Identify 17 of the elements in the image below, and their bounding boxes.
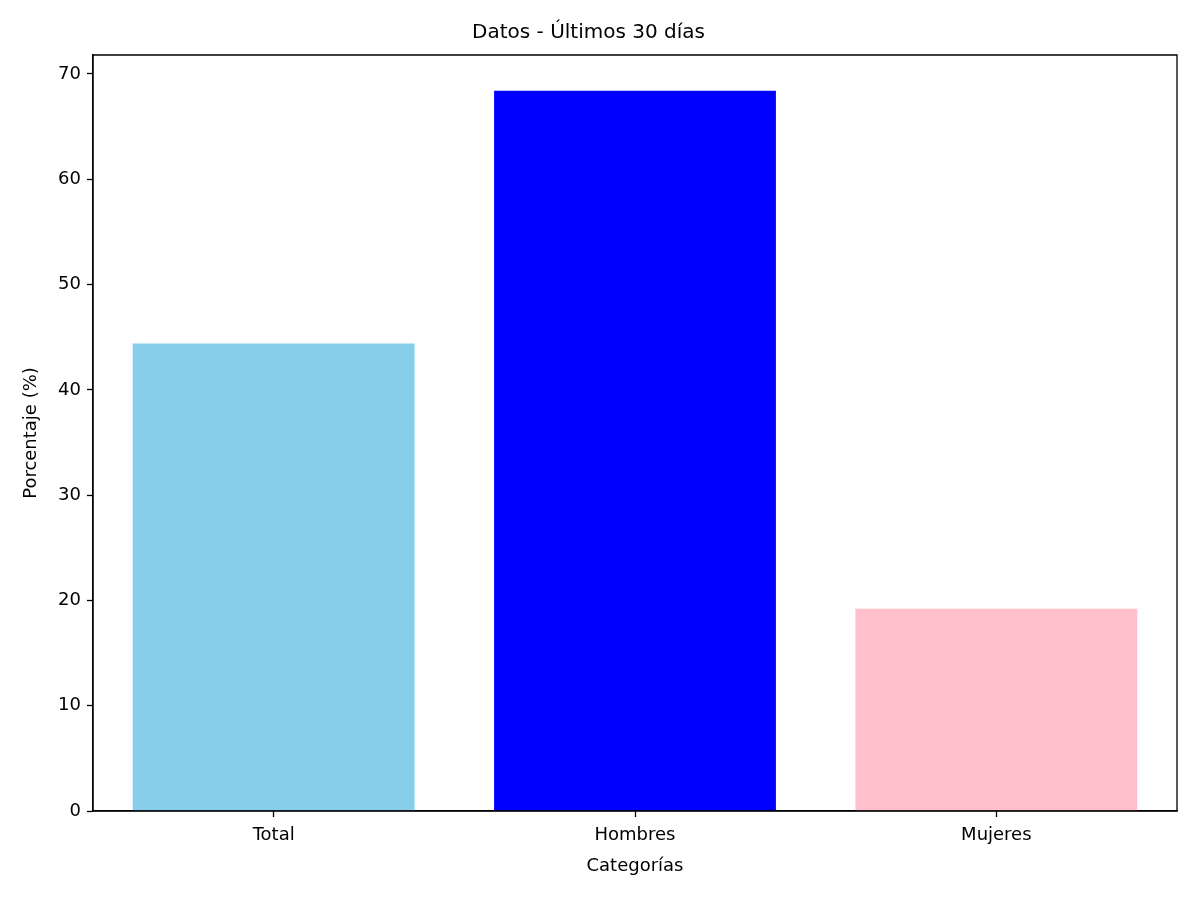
y-tick-label: 40	[58, 377, 81, 399]
y-tick-label: 70	[58, 61, 81, 83]
y-tick-label: 30	[58, 482, 81, 504]
bar	[855, 608, 1138, 811]
x-tick-label: Hombres	[594, 823, 676, 845]
y-tick-label: 50	[58, 272, 81, 294]
bar	[494, 90, 776, 811]
y-tick-label: 60	[58, 166, 81, 188]
x-axis-title: Categorías	[586, 853, 684, 875]
y-tick-label: 20	[58, 588, 81, 610]
bar	[132, 343, 415, 811]
y-axis-title: Porcentaje (%)	[19, 367, 41, 499]
x-tick-label: Total	[251, 823, 295, 845]
y-tick-label: 10	[58, 693, 81, 715]
x-tick-label: Mujeres	[961, 823, 1032, 845]
y-tick-label: 0	[69, 798, 81, 820]
chart-title: Datos - Últimos 30 días	[472, 19, 705, 44]
